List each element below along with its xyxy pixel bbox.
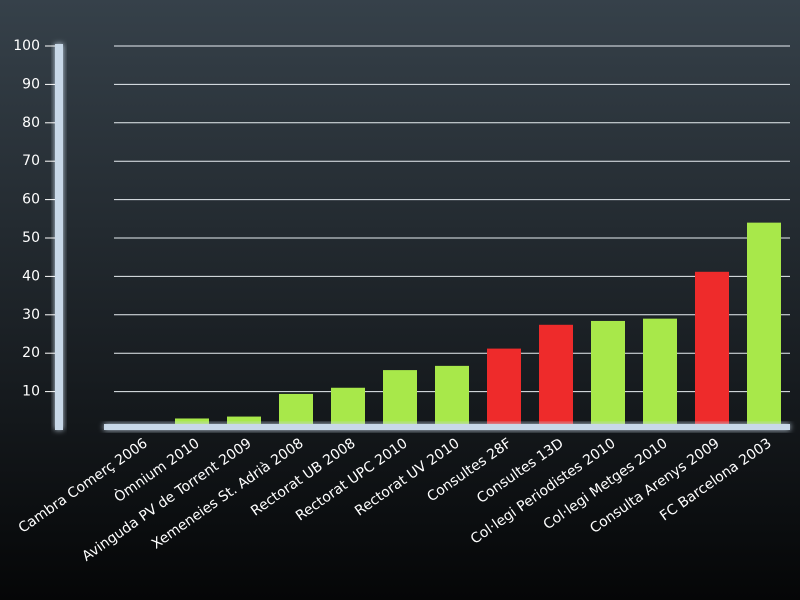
bar	[695, 271, 729, 430]
y-tick-label: 90	[22, 76, 40, 92]
y-tick-label: 30	[22, 307, 40, 323]
y-tick-label: 50	[22, 230, 40, 246]
y-tick-label: 20	[22, 345, 40, 361]
y-tick-label: 60	[22, 192, 40, 208]
y-tick-label: 100	[13, 38, 40, 54]
x-axis	[104, 424, 790, 430]
bar	[331, 387, 365, 430]
bar	[539, 324, 573, 430]
y-tick-label: 40	[22, 268, 40, 284]
bar	[487, 348, 521, 430]
bar	[435, 365, 469, 430]
y-tick-label: 70	[22, 153, 40, 169]
bar	[643, 318, 677, 430]
bar	[747, 222, 781, 430]
bar	[591, 320, 625, 430]
bar	[279, 393, 313, 430]
y-tick-label: 10	[22, 384, 40, 400]
y-tick-label: 80	[22, 115, 40, 131]
bar	[383, 370, 417, 430]
y-axis	[55, 44, 63, 430]
